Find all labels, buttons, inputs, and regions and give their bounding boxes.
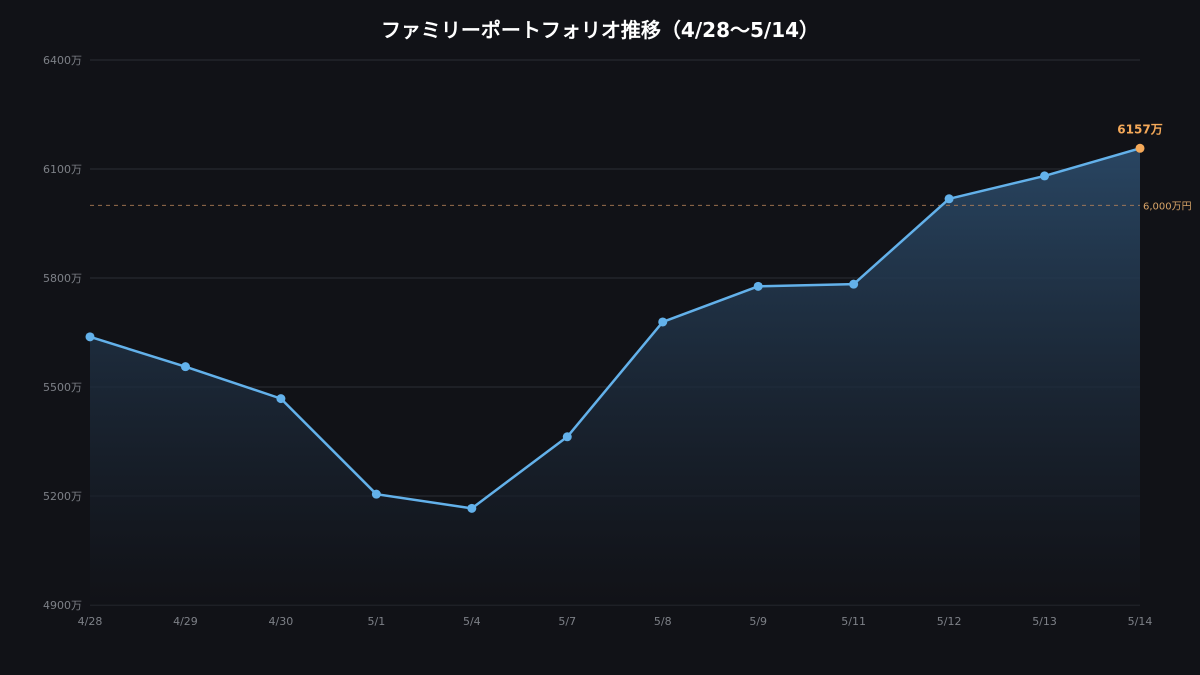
data-point <box>180 362 190 372</box>
line-layer <box>89 147 1141 510</box>
x-tick-label: 4/30 <box>269 615 294 628</box>
x-tick-label: 5/14 <box>1128 615 1153 628</box>
x-tick-label: 5/13 <box>1032 615 1057 628</box>
x-tick-label: 5/12 <box>937 615 962 628</box>
x-tick-label: 5/7 <box>558 615 576 628</box>
reference-layer: 6,000万円 <box>90 201 1192 212</box>
y-tick-label: 4900万 <box>43 599 82 612</box>
y-tick-label: 5800万 <box>43 272 82 285</box>
x-tick-label: 5/8 <box>654 615 672 628</box>
data-point <box>658 317 668 327</box>
reference-line-label: 6,000万円 <box>1143 201 1192 212</box>
point-layer: 6157万 <box>85 122 1163 513</box>
series-line <box>89 147 1141 510</box>
y-tick-label: 5500万 <box>43 381 82 394</box>
y-tick-label: 6400万 <box>43 54 82 67</box>
x-tick-label: 5/11 <box>841 615 866 628</box>
data-point <box>753 281 763 291</box>
data-point <box>85 332 95 342</box>
last-data-point <box>1135 143 1145 153</box>
y-tick-label: 5200万 <box>43 490 82 503</box>
data-point <box>276 394 286 404</box>
data-point <box>1040 171 1050 181</box>
series-area <box>90 148 1140 606</box>
data-point <box>371 489 381 499</box>
x-tick-label: 5/1 <box>368 615 386 628</box>
area-layer <box>90 148 1140 606</box>
last-point-label: 6157万 <box>1117 122 1162 136</box>
x-axis: 4/28 4/29 4/30 5/1 5/4 5/7 5/8 5/9 5/11 5/12 5/13 5… <box>78 615 1153 628</box>
x-tick-label: 4/28 <box>78 615 103 628</box>
x-tick-label: 5/4 <box>463 615 481 628</box>
x-tick-label: 5/9 <box>749 615 767 628</box>
data-point <box>849 279 859 289</box>
x-tick-label: 4/29 <box>173 615 198 628</box>
data-point <box>467 503 477 513</box>
y-tick-label: 6100万 <box>43 163 82 176</box>
y-axis: 4900万 5200万 5500万 5800万 6100万 6400万 <box>43 54 82 612</box>
chart-title: ファミリーポートフォリオ推移（4/28〜5/14） <box>381 18 819 42</box>
data-point <box>562 432 572 442</box>
data-point <box>944 194 954 204</box>
